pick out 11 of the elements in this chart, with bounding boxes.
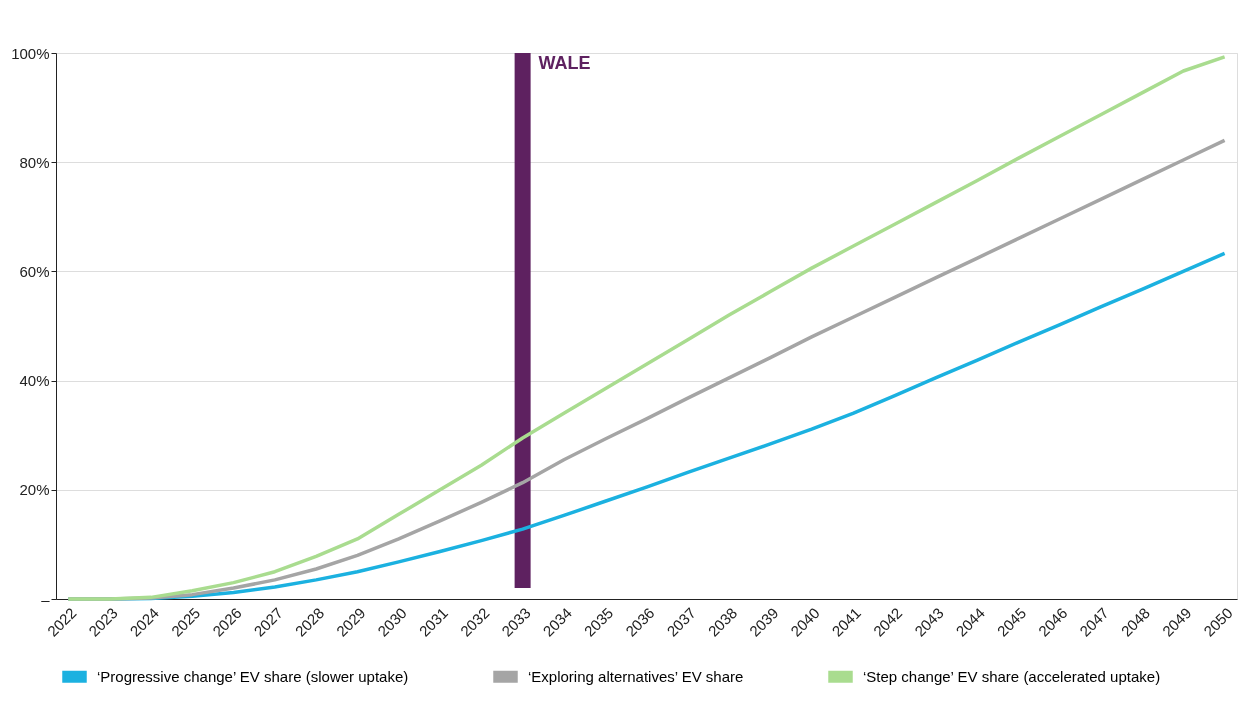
legend-label: ‘Step change’ EV share (accelerated uptake) (863, 667, 1161, 685)
y-tick-label: – (41, 590, 51, 608)
y-tick-label: 80% (19, 153, 50, 171)
y-tick-label: 100% (11, 44, 50, 62)
y-tick-label: 60% (19, 262, 50, 280)
legend-label: ‘Exploring alternatives’ EV share (528, 667, 744, 685)
legend-label: ‘Progressive change’ EV share (slower uptake) (97, 667, 409, 685)
line-series (66, 55, 1227, 601)
ref-line-label: WALE (538, 53, 591, 73)
y-tick-label: 20% (19, 481, 50, 499)
y-tick-label: 40% (19, 372, 50, 390)
